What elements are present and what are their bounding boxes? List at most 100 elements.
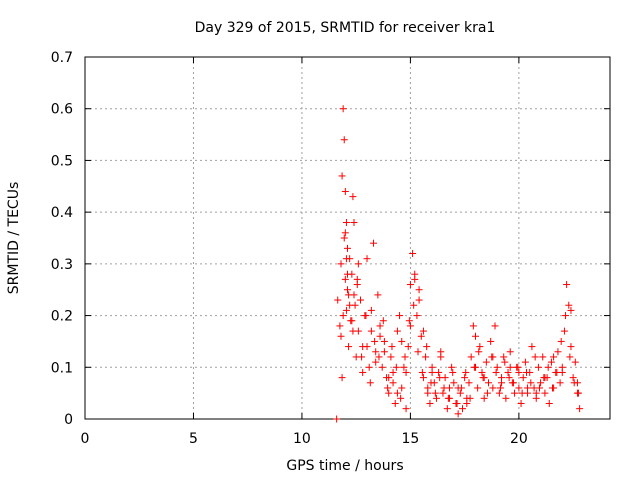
data-point (423, 343, 431, 351)
data-point (337, 260, 345, 268)
data-point (363, 343, 371, 351)
data-point (545, 399, 553, 407)
data-point (515, 384, 523, 392)
data-point (431, 389, 439, 397)
x-tick-label: 20 (510, 431, 528, 447)
data-point (385, 389, 393, 397)
data-point (344, 244, 351, 252)
data-point (534, 363, 542, 371)
data-point (417, 332, 425, 340)
data-point (426, 399, 434, 407)
data-point (440, 384, 448, 392)
data-point (547, 358, 555, 366)
data-point (402, 368, 410, 376)
data-point (415, 296, 423, 304)
data-point (457, 384, 465, 392)
data-point (575, 389, 583, 397)
data-point (522, 368, 530, 376)
data-point (385, 374, 393, 382)
data-point (341, 275, 349, 283)
data-point (560, 327, 568, 335)
data-point (392, 363, 400, 371)
y-tick-label: 0.2 (51, 309, 73, 325)
data-point (485, 379, 493, 387)
data-point (333, 415, 341, 423)
data-point (406, 322, 414, 330)
data-point (515, 368, 523, 376)
data-point (492, 368, 500, 376)
y-tick-label: 0.4 (51, 205, 73, 221)
data-point (419, 327, 427, 335)
data-point (404, 343, 412, 351)
data-point (475, 348, 483, 356)
data-point (400, 363, 408, 371)
axis-tick-labels: 0 5 10 15 20 0 0.1 0.2 0.3 0.4 0.5 0.6 0.7 (51, 50, 528, 447)
data-point (470, 363, 478, 371)
data-point (378, 363, 386, 371)
data-point (437, 348, 445, 356)
data-point (563, 281, 571, 289)
data-point (540, 374, 548, 382)
data-points (333, 105, 584, 423)
data-point (566, 353, 574, 361)
data-point (524, 384, 532, 392)
data-point (519, 374, 527, 382)
data-point (339, 105, 347, 113)
data-point (389, 379, 397, 387)
data-point (387, 353, 395, 361)
data-point (350, 218, 358, 226)
data-point (541, 389, 549, 397)
data-point (528, 343, 536, 351)
data-point (496, 384, 504, 392)
x-axis-label: GPS time / hours (286, 458, 403, 474)
data-point (521, 358, 529, 366)
data-point (456, 389, 464, 397)
data-point (410, 301, 418, 309)
data-point (342, 218, 350, 226)
data-point (342, 306, 350, 314)
data-point (340, 234, 348, 242)
grid (85, 57, 610, 419)
data-point (406, 281, 414, 289)
data-point (476, 343, 484, 351)
data-point (344, 270, 351, 278)
data-point (391, 399, 399, 407)
data-point (576, 405, 584, 413)
data-point (506, 348, 514, 356)
data-point (338, 374, 346, 382)
data-point (495, 389, 503, 397)
data-point (527, 379, 535, 387)
data-point (354, 260, 362, 268)
data-point (517, 399, 525, 407)
data-point (375, 353, 383, 361)
data-point (334, 296, 342, 304)
data-point (439, 389, 447, 397)
y-tick-label: 0.1 (51, 360, 73, 376)
data-point (401, 353, 409, 361)
data-point (346, 301, 354, 309)
data-point (380, 348, 388, 356)
data-point (480, 394, 488, 402)
data-point (413, 312, 421, 320)
data-point (376, 332, 384, 340)
data-point (471, 332, 479, 340)
data-point (479, 374, 487, 382)
data-point (422, 353, 430, 361)
data-point (374, 291, 382, 299)
data-point (537, 379, 545, 387)
data-point (344, 286, 351, 294)
data-point (544, 363, 552, 371)
data-point (539, 353, 547, 361)
data-point (511, 389, 519, 397)
data-point (509, 379, 517, 387)
data-point (396, 312, 404, 320)
data-point (348, 317, 356, 325)
data-point (341, 229, 349, 237)
data-point (376, 322, 384, 330)
data-point (518, 389, 526, 397)
data-point (454, 410, 462, 418)
data-point (415, 286, 423, 294)
data-point (444, 394, 452, 402)
data-point (393, 389, 401, 397)
